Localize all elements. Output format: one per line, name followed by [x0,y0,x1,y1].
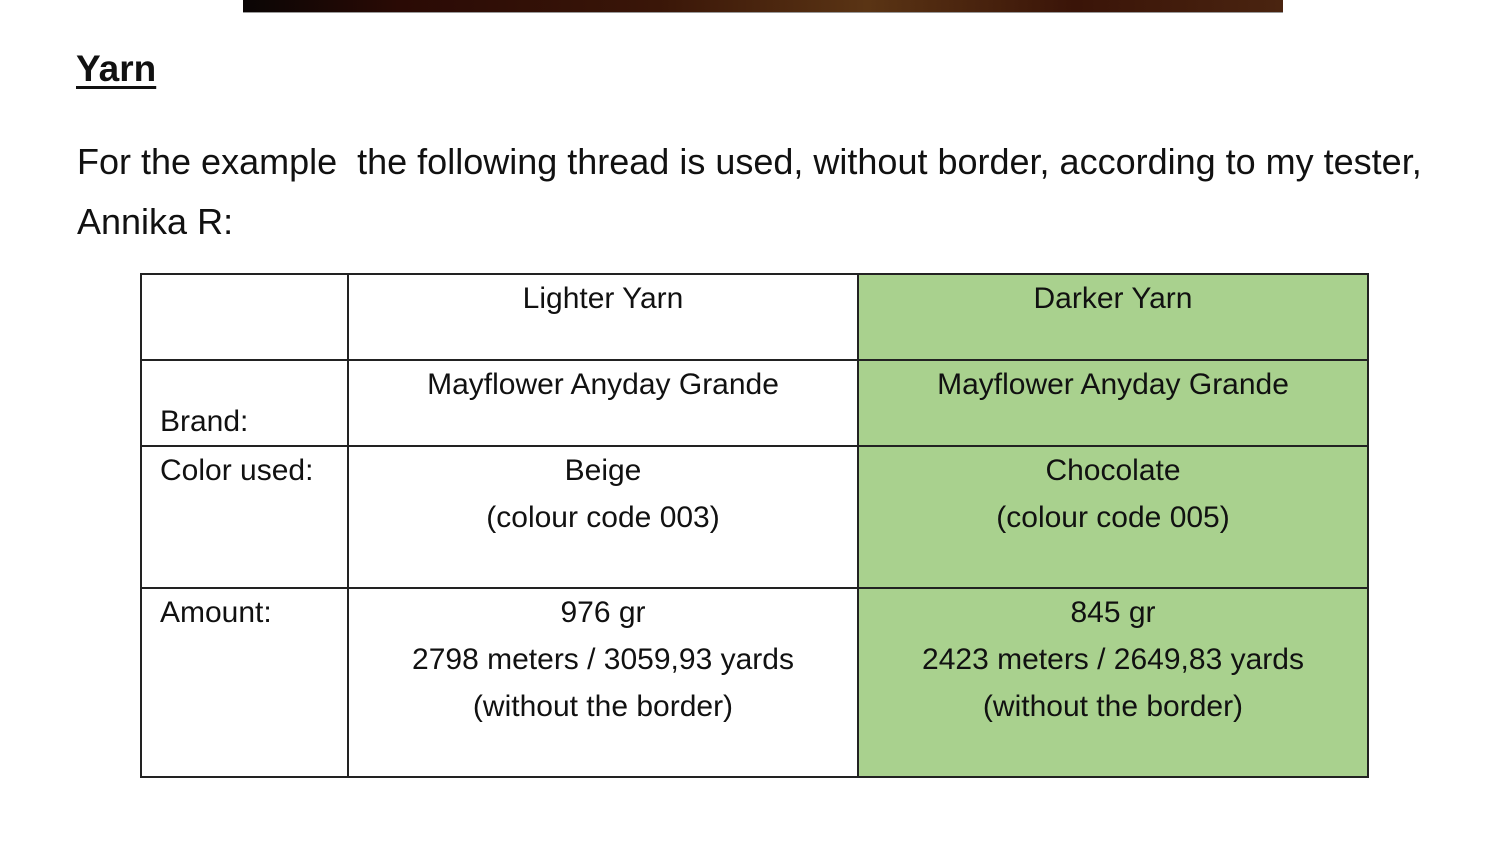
table-row: Brand: Mayflower Anyday Grande Mayflower… [140,359,1369,447]
cell-text: Mayflower Anyday Grande [427,368,779,401]
row-label: Color used: [140,445,349,589]
section-heading: Yarn [76,48,157,89]
cell-text: (without the border) [982,690,1244,723]
header-lighter-yarn: Lighter Yarn [347,273,859,361]
header-darker-yarn: Darker Yarn [857,273,1369,361]
lighter-cell: Beige (colour code 003) [347,445,859,589]
table-row: Color used: Beige (colour code 003) Choc… [140,445,1369,589]
row-label: Amount: [140,587,349,778]
cell-text: (colour code 005) [996,501,1230,534]
table-header-row: Lighter Yarn Darker Yarn [140,273,1369,361]
cell-text: 2798 meters / 3059,93 yards [412,643,794,676]
lighter-cell: Mayflower Anyday Grande [347,359,859,447]
cell-text: 2423 meters / 2649,83 yards [922,643,1304,676]
darker-cell: 845 gr 2423 meters / 2649,83 yards (with… [857,587,1369,778]
header-photo [243,0,1283,13]
row-label: Brand: [140,359,349,447]
cell-text: (colour code 003) [486,501,720,534]
table-row: Amount: 976 gr 2798 meters / 3059,93 yar… [140,587,1369,778]
cell-text: Chocolate [1045,454,1181,487]
darker-cell: Mayflower Anyday Grande [857,359,1369,447]
header-empty [140,273,349,361]
cell-text: (without the border) [472,690,734,723]
cell-text: 845 gr [1070,596,1156,629]
cell-text: 976 gr [560,596,646,629]
cell-text: Beige [564,454,642,487]
intro-paragraph: For the example the following thread is … [77,141,1430,242]
lighter-cell: 976 gr 2798 meters / 3059,93 yards (with… [347,587,859,778]
darker-cell: Chocolate (colour code 005) [857,445,1369,589]
cell-text: Mayflower Anyday Grande [937,368,1289,401]
yarn-table: Lighter Yarn Darker Yarn Brand: Mayflowe… [140,273,1369,778]
